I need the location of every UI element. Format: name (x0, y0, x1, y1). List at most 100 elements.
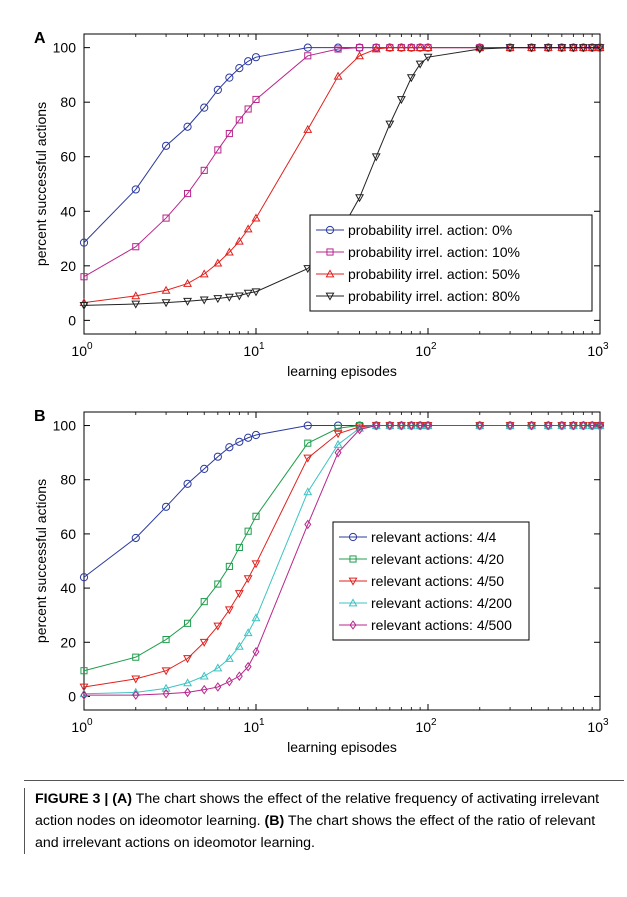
data-point (131, 533, 140, 543)
data-point (251, 53, 261, 62)
chart-panel-a: A 100 101 102 103 0 20 40 60 80 100 learning episo… (0, 22, 627, 392)
data-point (132, 243, 140, 251)
y-tick-label: 80 (60, 472, 76, 488)
data-point (578, 44, 588, 53)
y-tick-label: 0 (68, 312, 76, 328)
data-point (225, 676, 233, 687)
data-point (304, 439, 312, 447)
y-tick-label: 60 (60, 149, 76, 165)
data-point (333, 439, 343, 448)
legend: probability irrel. action: 0% probability… (309, 214, 593, 312)
data-point (243, 575, 253, 584)
data-point (79, 301, 89, 310)
data-point (252, 95, 260, 104)
data-point (214, 682, 222, 692)
x-tick-label: 103 (587, 717, 609, 735)
caption-b-text: The chart shows the effect of the ratio … (35, 813, 596, 851)
data-point (251, 613, 261, 622)
legend-marker (349, 620, 357, 630)
data-point (161, 299, 171, 308)
data-point (569, 420, 577, 431)
y-tick-label: 80 (60, 94, 76, 110)
data-point (161, 502, 171, 511)
data-point (213, 258, 223, 267)
data-point (161, 141, 171, 150)
data-point (244, 433, 253, 442)
x-axis-label: learning episodes (287, 363, 397, 379)
data-point (303, 487, 313, 496)
data-point (355, 194, 365, 203)
data-point (200, 598, 208, 606)
data-point (303, 124, 313, 133)
data-point (161, 667, 171, 676)
data-point (244, 105, 252, 113)
series-line (83, 47, 600, 306)
y-tick-label: 20 (60, 258, 76, 274)
data-point (183, 619, 192, 627)
data-point (396, 43, 406, 52)
data-point (251, 288, 261, 297)
y-tick-label: 100 (53, 40, 77, 56)
data-point (252, 646, 260, 657)
series-line (84, 425, 600, 696)
data-point (528, 420, 536, 431)
data-point (372, 420, 380, 431)
data-point (475, 43, 485, 52)
series-line (83, 47, 600, 243)
data-point (371, 44, 381, 53)
legend-marker (325, 225, 335, 235)
data-point (406, 74, 416, 83)
legend-marker (348, 532, 358, 542)
data-point (244, 57, 253, 66)
legend-label: relevant actions: 4/200 (371, 595, 512, 611)
data-point (243, 289, 253, 298)
data-point (415, 43, 425, 52)
data-point (424, 420, 432, 431)
data-point (80, 667, 88, 675)
data-point (506, 420, 514, 431)
legend-box (309, 214, 593, 312)
data-point (235, 116, 243, 124)
data-point (252, 512, 260, 520)
data-point (132, 653, 140, 661)
data-point (303, 421, 312, 430)
data-point (333, 421, 343, 430)
data-point (355, 51, 365, 60)
data-point (200, 166, 208, 174)
data-point (162, 688, 170, 699)
legend-marker (348, 577, 358, 586)
data-point (423, 53, 433, 62)
data-point (183, 479, 192, 488)
y-axis-label: percent successful actions (33, 479, 49, 643)
legend-label: relevant actions: 4/500 (371, 617, 512, 633)
data-point (132, 690, 140, 700)
data-point (588, 420, 596, 431)
data-point (371, 153, 381, 162)
data-point (251, 213, 261, 222)
data-point (333, 430, 343, 439)
data-point (183, 189, 192, 198)
data-point (131, 185, 140, 194)
data-point (131, 291, 141, 300)
chart-a: 100 101 102 103 0 20 40 60 80 100 learning episode… (33, 33, 609, 379)
data-point (244, 661, 252, 672)
data-point (200, 103, 209, 112)
x-tick-label: 100 (71, 717, 93, 735)
legend-label: probability irrel. action: 10% (348, 244, 520, 260)
x-tick-label: 101 (243, 341, 265, 359)
panel-label-b: B (34, 408, 46, 425)
legend-marker (325, 269, 335, 278)
data-point (304, 519, 312, 530)
data-point (234, 590, 244, 599)
data-point (80, 690, 88, 700)
data-point (183, 297, 193, 306)
chart-panel-b: B 100 101 102 103 0 20 40 60 80 100 learning episo… (0, 400, 627, 766)
data-point (200, 464, 209, 473)
chart-b: 100 101 102 103 0 20 40 60 80 100 learning episode… (33, 411, 609, 755)
data-point (183, 278, 193, 287)
data-point (303, 454, 313, 463)
data-point (415, 60, 425, 69)
data-point (251, 430, 261, 440)
data-point (334, 424, 342, 432)
data-point (224, 653, 234, 662)
